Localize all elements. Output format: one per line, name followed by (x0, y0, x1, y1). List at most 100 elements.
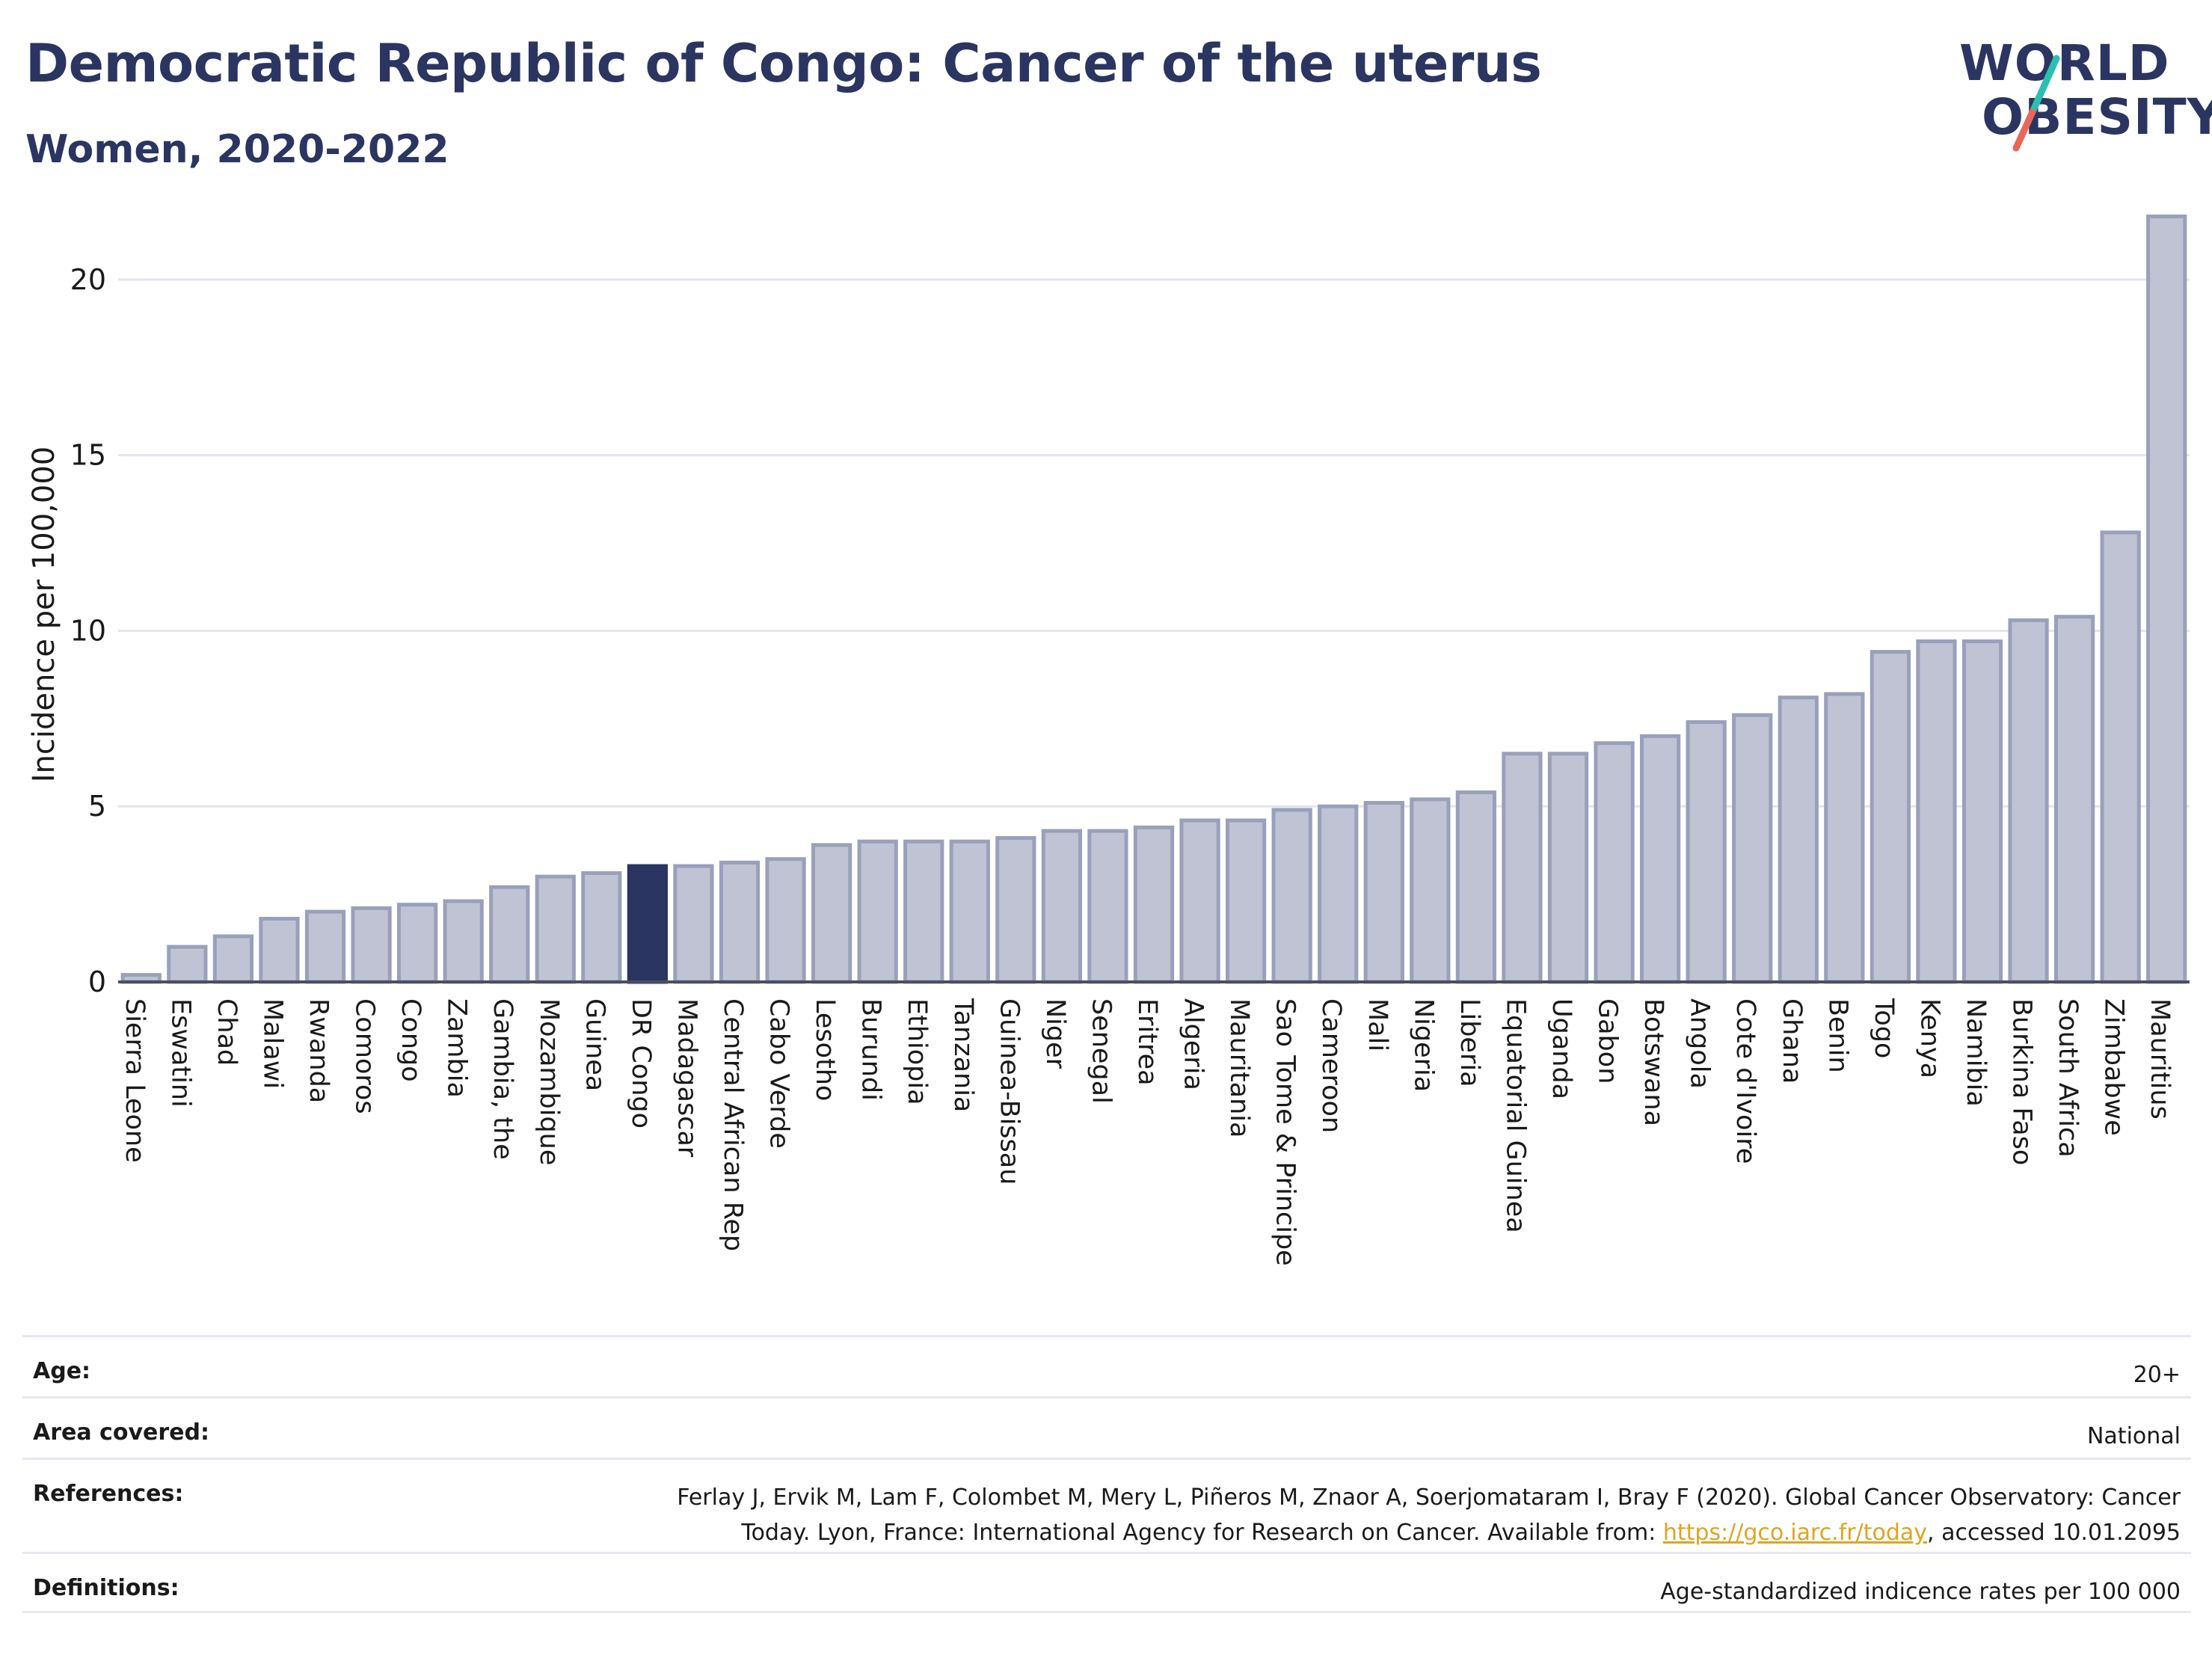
bar-kenya[interactable] (1916, 639, 1957, 984)
bar-mauritius[interactable] (2146, 214, 2187, 984)
x-tick-label: Guinea (580, 998, 609, 1091)
bar-sao-tome-principe[interactable] (1271, 808, 1312, 984)
x-tick-label: Mauritius (2145, 998, 2175, 1120)
x-tick-label: Kenya (1914, 998, 1944, 1078)
y-tick-label: 20 (70, 263, 106, 296)
x-tick-label: Zambia (442, 998, 472, 1098)
bar-lesotho[interactable] (811, 843, 852, 984)
x-tick-label: Mali (1362, 998, 1392, 1051)
x-tick-label: Madagascar (672, 998, 701, 1158)
chart-title: Democratic Republic of Congo: Cancer of … (25, 33, 1542, 94)
meta-row-age: Age: 20+ (22, 1335, 2191, 1396)
x-tick-label: Gabon (1593, 998, 1623, 1084)
x-tick-label: Mozambique (534, 998, 564, 1165)
meta-references-label: References: (33, 1481, 184, 1507)
x-tick-label: Tanzania (948, 998, 978, 1112)
x-tick-label: Angola (1685, 998, 1715, 1089)
bar-malawi[interactable] (259, 916, 300, 984)
x-tick-label: Rwanda (304, 998, 334, 1103)
meta-row-area: Area covered: National (22, 1396, 2191, 1458)
x-tick-label: Lesotho (810, 998, 840, 1101)
x-axis-tick-labels: Sierra Leone Eswatini Chad Malawi Rwanda Como… (120, 998, 2175, 1266)
chart-subtitle: Women, 2020-2022 (25, 127, 449, 172)
bar-gabon[interactable] (1594, 741, 1635, 984)
x-tick-label: Ethiopia (902, 998, 932, 1105)
y-axis-ticks: 0 5 10 15 20 (70, 263, 106, 998)
x-tick-label: Mauritania (1224, 998, 1254, 1137)
x-tick-label: Nigeria (1408, 998, 1438, 1092)
x-tick-label: Liberia (1454, 998, 1484, 1087)
meta-definitions-value: Age-standardized indicence rates per 100… (1660, 1579, 2181, 1605)
logo-slash-icon (2012, 55, 2060, 152)
x-tick-label: Burundi (856, 998, 886, 1101)
x-tick-label: Central African Rep (718, 998, 748, 1251)
x-tick-label: Burkina Faso (2007, 998, 2037, 1165)
bar-senegal[interactable] (1087, 829, 1128, 984)
references-line2-pre: Today. Lyon, France: International Agenc… (741, 1519, 1663, 1546)
bar-cabo-verde[interactable] (765, 857, 806, 984)
bar-ethiopia[interactable] (903, 839, 944, 984)
bar-zambia[interactable] (443, 899, 484, 984)
bar-ghana[interactable] (1778, 696, 1819, 984)
bar-madagascar[interactable] (673, 864, 714, 984)
bar-eswatini[interactable] (167, 945, 208, 984)
references-line2-post: , accessed 10.01.2095 (1927, 1519, 2181, 1546)
bar-mozambique[interactable] (535, 874, 576, 984)
x-tick-label: Cameroon (1316, 998, 1346, 1133)
bar-dr-congo[interactable] (627, 864, 669, 984)
bar-equatorial-guinea[interactable] (1502, 752, 1543, 984)
x-tick-label: Eswatini (165, 998, 195, 1108)
bar-niger[interactable] (1041, 829, 1083, 984)
y-tick-label: 15 (70, 439, 106, 472)
bar-cameroon[interactable] (1318, 804, 1359, 984)
bar-mali[interactable] (1363, 801, 1404, 984)
bar-botswana[interactable] (1639, 734, 1681, 984)
logo-line1: WORLD (1959, 34, 2170, 92)
x-tick-label: Botswana (1638, 998, 1668, 1126)
bar-algeria[interactable] (1179, 818, 1220, 984)
bar-zimbabwe[interactable] (2100, 530, 2141, 984)
metadata-table: Age: 20+ Area covered: National Referenc… (22, 1335, 2191, 1613)
bar-congo[interactable] (396, 903, 438, 984)
bar-namibia[interactable] (1961, 639, 2003, 984)
y-axis-label: Incidence per 100,000 (27, 446, 61, 783)
bar-south-africa[interactable] (2053, 615, 2095, 984)
x-tick-label: Niger (1040, 998, 1070, 1069)
x-tick-label: Equatorial Guinea (1500, 998, 1530, 1233)
bar-cote-d-ivoire[interactable] (1732, 713, 1773, 984)
bar-gambia-the[interactable] (489, 885, 530, 984)
x-tick-label: Congo (396, 998, 425, 1082)
x-tick-label: Gambia, the (488, 998, 517, 1160)
x-tick-label: Zimbabwe (2099, 998, 2129, 1136)
bar-eritrea[interactable] (1133, 825, 1175, 984)
bar-burundi[interactable] (857, 839, 898, 984)
bar-benin[interactable] (1824, 692, 1865, 984)
bar-central-african-rep[interactable] (719, 860, 761, 984)
bar-guinea-bissau[interactable] (995, 835, 1036, 984)
x-tick-label: Eritrea (1132, 998, 1162, 1086)
references-line1: Ferlay J, Ervik M, Lam F, Colombet M, Me… (677, 1484, 2181, 1511)
bar-burkina-faso[interactable] (2008, 618, 2049, 984)
bar-nigeria[interactable] (1410, 797, 1451, 984)
references-link[interactable]: https://gco.iarc.fr/today (1662, 1519, 1928, 1546)
bar-togo[interactable] (1870, 650, 1911, 984)
meta-references-value: Ferlay J, Ervik M, Lam F, Colombet M, Me… (677, 1481, 2181, 1550)
x-tick-label: Sao Tome & Principe (1271, 998, 1300, 1266)
bar-liberia[interactable] (1455, 790, 1497, 984)
x-tick-label: Namibia (1961, 998, 1991, 1107)
bar-rwanda[interactable] (304, 909, 346, 984)
x-tick-label: Uganda (1546, 998, 1576, 1099)
meta-area-value: National (2086, 1423, 2181, 1449)
bar-angola[interactable] (1686, 720, 1727, 984)
meta-definitions-label: Definitions: (33, 1575, 179, 1601)
bar-guinea[interactable] (581, 871, 622, 984)
bar-tanzania[interactable] (949, 839, 990, 984)
bar-comoros[interactable] (351, 906, 392, 984)
x-tick-label: DR Congo (626, 998, 656, 1129)
y-tick-label: 10 (70, 614, 106, 647)
meta-age-label: Age: (33, 1358, 91, 1384)
meta-area-label: Area covered: (33, 1419, 209, 1446)
bar-chad[interactable] (212, 934, 254, 984)
bar-uganda[interactable] (1547, 752, 1589, 984)
bar-mauritania[interactable] (1225, 818, 1267, 984)
